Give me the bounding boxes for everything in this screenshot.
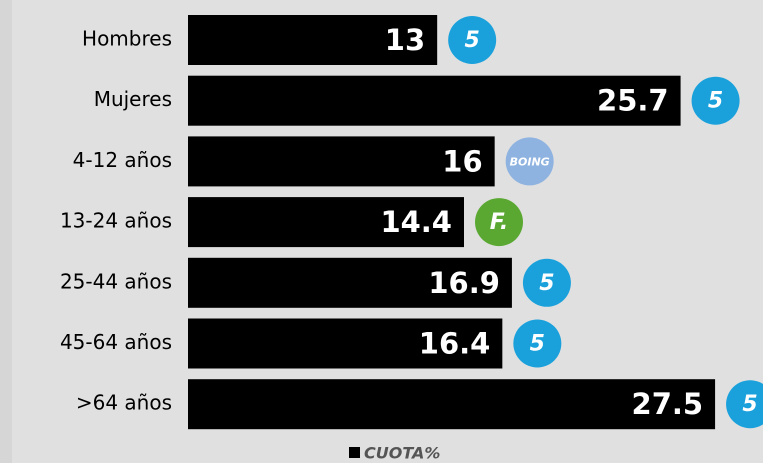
value-label: 16.9 [428,266,500,300]
channel-logo-text: 5 [539,271,554,296]
bar [188,75,681,126]
channel-logo [475,198,523,247]
channel-logo-text: 5 [465,28,480,53]
channel-logo-text: F. [490,210,509,235]
bar [188,136,495,187]
category-label: 4-12 años [73,148,172,172]
category-label: >64 años [76,391,172,415]
bar [188,15,438,65]
value-label: 16.4 [419,327,491,361]
category-label: 13-24 años [60,209,172,233]
category-label: 45-64 años [60,330,172,354]
value-label: 25.7 [597,84,669,118]
channel-logo-text: 5 [530,332,545,357]
bar [188,318,503,369]
value-label: 14.4 [380,205,452,239]
channel-logo-text: 5 [742,392,757,417]
legend-swatch [349,447,360,458]
value-label: 27.5 [632,387,704,421]
channel-logo-text: BOING [510,155,550,168]
channel-logo-text: 5 [708,89,723,114]
left-edge [0,0,12,463]
channel-logo [513,319,562,368]
value-label: 16 [442,144,482,178]
category-label: 25-44 años [60,269,172,293]
channel-logo [448,16,497,64]
category-label: Mujeres [94,87,172,111]
bar [188,197,464,248]
channel-logo [522,258,571,307]
channel-logo [505,137,554,186]
channel-logo [691,76,740,125]
value-label: 13 [385,23,425,57]
bar [188,257,512,308]
legend-label: CUOTA% [364,444,440,463]
category-label: Hombres [82,27,172,51]
channel-logo [726,380,763,429]
bar [188,379,716,430]
